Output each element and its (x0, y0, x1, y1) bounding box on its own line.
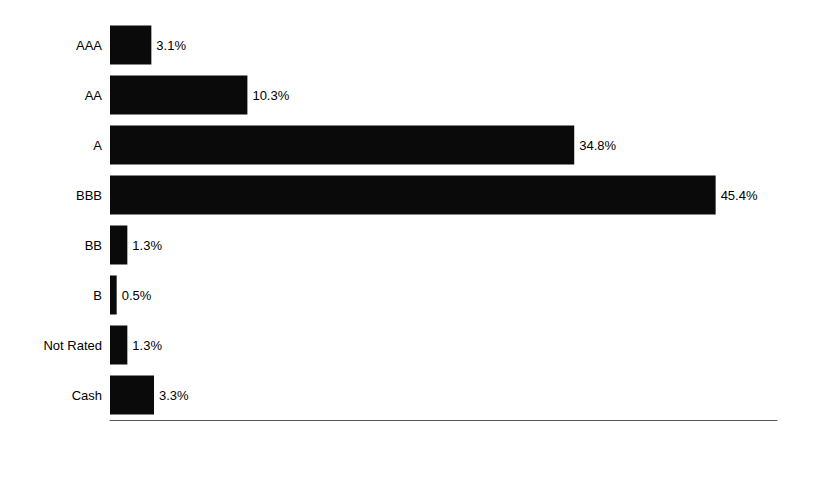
svg-text:3.3%: 3.3% (159, 388, 189, 403)
svg-text:10.3%: 10.3% (252, 88, 289, 103)
svg-text:0.5%: 0.5% (122, 288, 152, 303)
svg-text:Not Rated: Not Rated (43, 338, 102, 353)
svg-text:BB: BB (85, 238, 102, 253)
svg-text:34.8%: 34.8% (579, 138, 616, 153)
svg-text:3.1%: 3.1% (156, 38, 186, 53)
svg-text:AAA: AAA (76, 38, 102, 53)
svg-text:A: A (93, 138, 102, 153)
svg-text:Cash: Cash (72, 388, 102, 403)
svg-text:1.3%: 1.3% (132, 238, 162, 253)
svg-text:B: B (93, 288, 102, 303)
svg-text:1.3%: 1.3% (132, 338, 162, 353)
svg-text:AA: AA (85, 88, 103, 103)
svg-text:BBB: BBB (76, 188, 102, 203)
svg-text:45.4%: 45.4% (721, 188, 758, 203)
